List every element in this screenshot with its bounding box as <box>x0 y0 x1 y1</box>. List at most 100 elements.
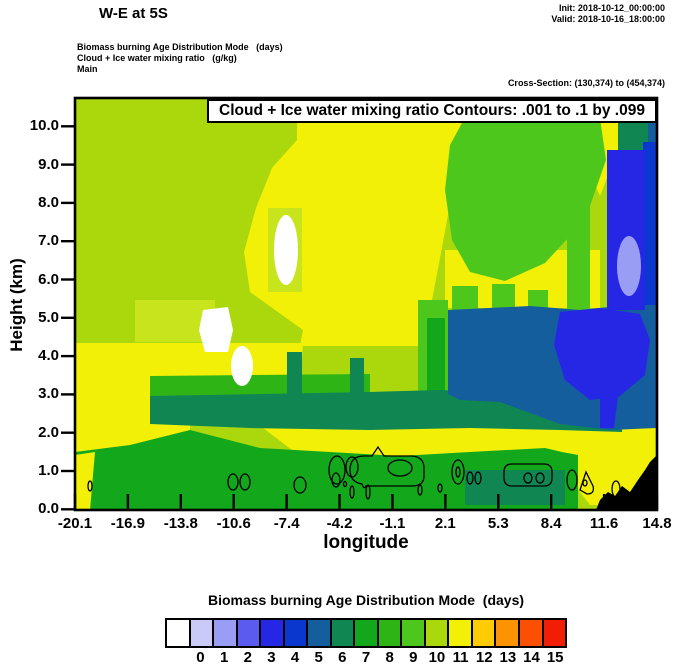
colorbar-cell <box>472 620 497 646</box>
field-region-11-12 <box>75 452 95 510</box>
colorbar-cell <box>331 620 356 646</box>
valid-time: Valid: 2018-10-16_18:00:00 <box>551 14 665 24</box>
field-region-3-4 <box>554 308 650 400</box>
colorbar-cell <box>355 620 379 646</box>
cloud-contour <box>535 472 545 484</box>
y-tick-label: 1.0 <box>38 462 59 479</box>
field-line: Cloud + Ice water mixing ratio (g/kg) <box>77 53 237 63</box>
y-tick-label: 0.0 <box>38 500 59 518</box>
cloud-contour <box>503 463 553 487</box>
cloud-contours <box>87 445 621 500</box>
y-tick-label: 9.0 <box>38 155 59 173</box>
cloud-contour <box>239 473 251 491</box>
field-region-6-7 <box>350 358 364 396</box>
colorbar-label: 11 <box>452 649 469 666</box>
x-tick-label: -4.2 <box>326 515 353 532</box>
cross-section-label: Cross-Section: (130,374) to (454,374) <box>507 78 665 88</box>
colorbar-cell <box>402 620 426 646</box>
x-tick-label: -16.9 <box>110 515 145 532</box>
colorbar-label: 6 <box>338 649 347 666</box>
x-tick-label: -7.4 <box>273 515 300 532</box>
colorbar <box>165 618 567 648</box>
field-region-9-10 <box>445 104 606 281</box>
colorbar-label: 2 <box>243 649 252 666</box>
field-region-6-7 <box>287 352 302 396</box>
colorbar-cell <box>308 620 332 646</box>
field-region-4-5 <box>643 142 657 305</box>
cloud-contour <box>365 484 371 500</box>
colorbar-label: 1 <box>219 649 229 666</box>
colorbar-cell <box>449 620 473 646</box>
field-region-10-11 <box>135 300 215 342</box>
field-region-cloud <box>199 307 233 352</box>
init-time: Init: 2018-10-12_00:00:00 <box>558 3 665 13</box>
page-title: W-E at 5S <box>99 5 168 22</box>
colorbar-cell <box>543 620 566 646</box>
field-region-7-8 <box>427 318 445 392</box>
colorbar-label: 13 <box>499 649 517 666</box>
y-tick-label: 2.0 <box>38 423 59 441</box>
field-region-8-9 <box>150 374 370 397</box>
field-region-6-7 <box>465 470 565 505</box>
y-tick-label: 8.0 <box>38 193 59 211</box>
cloud-contour <box>451 459 465 485</box>
contour-title-box: Cloud + Ice water mixing ratio Contours:… <box>207 99 657 123</box>
colorbar-label: 14 <box>523 649 540 666</box>
x-tick-label: 11.6 <box>589 515 619 532</box>
cloud-contour <box>611 480 621 498</box>
colorbar-label: 10 <box>428 649 446 666</box>
cloud-contour <box>455 466 461 478</box>
cloud-contour <box>342 480 348 488</box>
model-times: Init: 2018-10-12_00:00:00 Valid: 2018-10… <box>551 3 665 25</box>
colorbar-cell <box>425 620 450 646</box>
colorbar-label: 8 <box>385 649 394 666</box>
x-tick-label: 5.3 <box>487 515 509 532</box>
colorbar-title: Biomass burning Age Distribution Mode (d… <box>207 592 525 608</box>
colorbar-label: 4 <box>290 649 300 666</box>
cloud-contour <box>87 480 93 492</box>
field-line: Biomass burning Age Distribution Mode (d… <box>77 42 283 52</box>
y-tick-label: 3.0 <box>38 385 59 403</box>
x-tick-label: 14.8 <box>642 515 672 532</box>
field-region-9-10 <box>567 200 590 310</box>
x-tick-label: -13.8 <box>163 515 198 532</box>
colorbar-cell <box>261 620 285 646</box>
field-region-1-2 <box>617 236 641 296</box>
x-tick-label: -20.1 <box>57 515 93 532</box>
y-tick-label: 10.0 <box>29 117 59 135</box>
field-region-7-8 <box>75 430 578 510</box>
cloud-contour <box>227 473 239 491</box>
y-tick-label: 5.0 <box>38 308 59 326</box>
x-tick-label: -1.1 <box>379 515 406 532</box>
cloud-contour <box>328 455 346 485</box>
field-region-cloud <box>274 215 298 285</box>
cloud-contour <box>417 484 423 496</box>
field-region-9-10 <box>492 284 515 312</box>
colorbar-label: 0 <box>196 649 205 666</box>
cloud-contour <box>387 459 413 477</box>
y-tick-label: 6.0 <box>38 270 59 288</box>
colorbar-cell <box>237 620 262 646</box>
cloud-contour <box>566 469 578 491</box>
field-region-terrain <box>596 455 657 510</box>
cloud-contour <box>466 471 474 485</box>
colorbar-cell <box>190 620 215 646</box>
colorbar-cell <box>519 620 544 646</box>
colorbar-cell <box>496 620 520 646</box>
x-tick-label: 8.4 <box>540 515 562 532</box>
y-tick-label: 7.0 <box>38 232 59 250</box>
colorbar-cell <box>214 620 238 646</box>
cloud-contour <box>349 445 425 489</box>
cloud-contour <box>349 485 355 499</box>
cloud-contour <box>293 476 307 494</box>
colorbar-label: 12 <box>475 649 493 666</box>
y-tick-label: 4.0 <box>38 347 59 365</box>
colorbar-label: 9 <box>409 649 418 666</box>
x-axis-label: longitude <box>323 532 409 553</box>
cloud-contour <box>474 471 482 485</box>
x-tick-label: 2.1 <box>434 515 456 532</box>
field-region-cloud <box>231 346 253 386</box>
x-tick-label: -10.6 <box>216 515 251 532</box>
